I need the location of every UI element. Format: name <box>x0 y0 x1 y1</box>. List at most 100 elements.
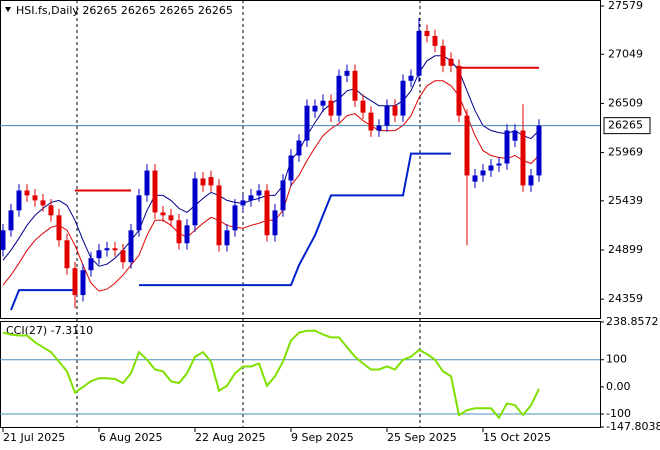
candle-body <box>160 212 166 216</box>
y-tick-label: 100 <box>606 353 627 366</box>
candle-body <box>400 80 406 116</box>
indicator-title: CCI(27) -7.3110 <box>6 324 93 337</box>
candle-body <box>512 130 518 141</box>
candle-body <box>152 170 158 213</box>
candle-body <box>168 215 174 221</box>
chart-title: HSI.fs,Daily 26265 26265 26265 26265 <box>16 4 233 17</box>
candle-body <box>192 178 198 226</box>
candle-body <box>248 195 254 201</box>
candle-body <box>312 105 318 112</box>
candle-body <box>360 100 366 113</box>
x-tick-label: 22 Aug 2025 <box>195 431 265 444</box>
y-tick-label: 238.8572 <box>606 315 659 328</box>
candle-body <box>408 75 414 81</box>
candle-body <box>88 258 94 271</box>
moving-average <box>2 80 540 292</box>
x-tick-label: 25 Sep 2025 <box>387 431 457 444</box>
candle-body <box>112 248 118 251</box>
candle-body <box>368 112 374 131</box>
candle-body <box>336 75 342 116</box>
candle-body <box>432 35 438 46</box>
candle-body <box>320 100 326 106</box>
candle-body <box>296 140 302 156</box>
candle-body <box>72 268 78 296</box>
y-tick-label: 24359 <box>608 292 643 305</box>
candle-body <box>488 165 494 171</box>
candle-body <box>240 200 246 206</box>
level-line <box>75 66 539 192</box>
candle-body <box>64 240 70 269</box>
y-tick-label: 24899 <box>608 243 643 256</box>
candle-body <box>104 248 110 251</box>
candle-body <box>536 125 542 176</box>
candle-body <box>464 115 470 176</box>
candle-body <box>376 125 382 131</box>
candle-body <box>416 30 422 76</box>
y-tick-label: -100 <box>606 407 631 420</box>
current-price-box <box>603 117 651 135</box>
x-tick-label: 15 Oct 2025 <box>483 431 551 444</box>
candle-body <box>304 105 310 141</box>
candle-body <box>328 100 334 116</box>
y-tick-label: 27049 <box>608 47 643 60</box>
candle-body <box>24 190 30 196</box>
candle-body <box>0 230 6 250</box>
title-marker <box>5 7 11 12</box>
candle-body <box>120 250 126 263</box>
candle-body <box>184 225 190 244</box>
x-tick-label: 9 Sep 2025 <box>291 431 354 444</box>
candle-body <box>392 105 398 116</box>
candle-body <box>216 185 222 246</box>
candle-body <box>448 58 454 66</box>
candle-body <box>528 175 534 186</box>
candle-body <box>176 220 182 244</box>
current-price-label: 26265 <box>608 119 643 132</box>
candle-body <box>232 205 238 231</box>
y-tick-label: 25439 <box>608 194 643 207</box>
candle-body <box>440 45 446 66</box>
y-tick-label: 25969 <box>608 146 643 159</box>
candle-body <box>504 130 510 164</box>
candle-body <box>96 250 102 259</box>
y-tick-label: 0.00 <box>606 380 631 393</box>
candle-body <box>472 175 478 182</box>
y-tick-label: 26509 <box>608 96 643 109</box>
candle-body <box>80 270 86 296</box>
candle-body <box>424 30 430 36</box>
candle-body <box>520 130 526 186</box>
candle-body <box>344 70 350 76</box>
candle-body <box>384 105 390 126</box>
candle-body <box>8 210 14 231</box>
indicator-line <box>2 329 540 420</box>
candle-body <box>456 65 462 116</box>
candle-body <box>272 210 278 236</box>
candle-body <box>288 155 294 181</box>
x-tick-label: 21 Jul 2025 <box>3 431 65 444</box>
candle-body <box>224 230 230 246</box>
x-tick-label: 6 Aug 2025 <box>99 431 162 444</box>
period-separators <box>76 0 421 428</box>
candle-body <box>496 163 502 166</box>
y-tick-label: -147.8038 <box>606 420 660 433</box>
candle-body <box>264 190 270 236</box>
indicator-frame <box>0 321 601 428</box>
candle-body <box>16 190 22 211</box>
candle-body <box>256 190 262 196</box>
main-frame <box>0 0 601 319</box>
candle-body <box>32 195 38 201</box>
candle-body <box>136 195 142 231</box>
candle-body <box>208 177 214 186</box>
candle-body <box>144 170 150 196</box>
candle-body <box>128 230 134 263</box>
candle-body <box>352 70 358 101</box>
level-line <box>10 152 451 311</box>
candle-body <box>200 178 206 186</box>
candle-body <box>48 205 54 216</box>
candle-body <box>480 170 486 176</box>
y-tick-label: 27579 <box>608 0 643 12</box>
candle-body <box>280 180 286 211</box>
candle-body <box>40 200 46 206</box>
